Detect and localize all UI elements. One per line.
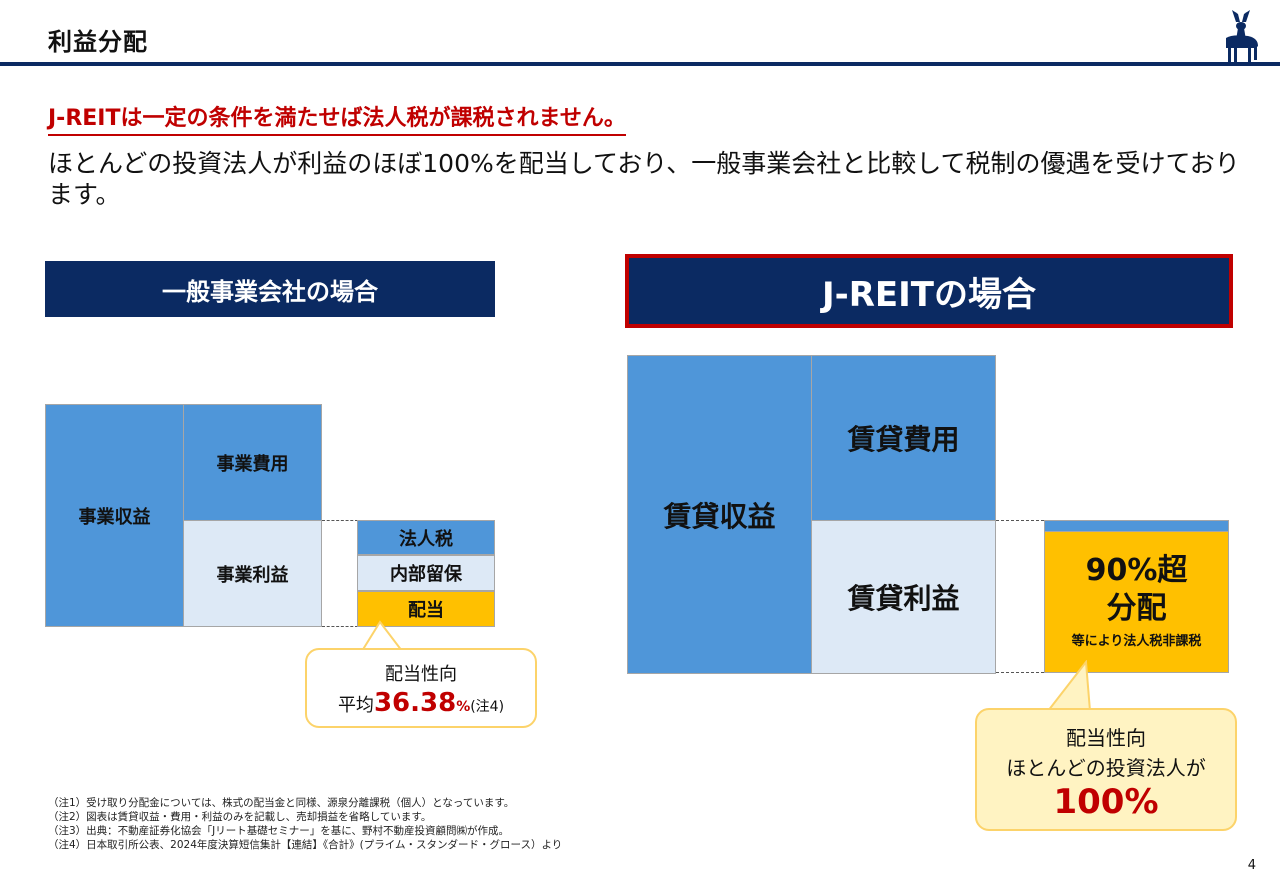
right-profit-block: 賃貸利益 bbox=[811, 520, 996, 674]
right-revenue-block: 賃貸収益 bbox=[627, 355, 812, 674]
footnotes: （注1）受け取り分配金については、株式の配当金と同様、源泉分離課税（個人）となっ… bbox=[48, 796, 562, 852]
right-dividend-sub: 分配 bbox=[1106, 591, 1167, 626]
left-callout-label: 配当性向 bbox=[385, 664, 457, 685]
right-dividend-block: 90%超 分配 等により法人税非課税 bbox=[1044, 531, 1229, 673]
footnote: （注3）出典：不動産証券化協会「Jリート基礎セミナー」を基に、野村不動産投資顧問… bbox=[48, 825, 509, 837]
footnote: （注4）日本取引所公表、2024年度決算短信集計【連結】《合計》(プライム・スタ… bbox=[48, 839, 563, 851]
left-retained-block: 内部留保 bbox=[357, 555, 495, 591]
right-dividend-note: 等により法人税非課税 bbox=[1071, 634, 1202, 649]
right-dash-bottom bbox=[996, 672, 1044, 673]
lead-text: ほとんどの投資法人が利益のほぼ100%を配当しており、一般事業会社と比較して税制… bbox=[48, 149, 1240, 209]
footnote: （注2）図表は賃貸収益・費用・利益のみを記載し、売却損益を省略しています。 bbox=[48, 811, 432, 823]
left-callout-note: (注4) bbox=[470, 699, 505, 715]
left-tax-block: 法人税 bbox=[357, 520, 495, 555]
footnote: （注1）受け取り分配金については、株式の配当金と同様、源泉分離課税（個人）となっ… bbox=[48, 797, 515, 809]
right-dash-top bbox=[996, 520, 1044, 521]
left-callout: 配当性向 平均36.38%(注4) bbox=[305, 648, 537, 728]
left-callout-value-row: 平均36.38%(注4) bbox=[307, 688, 535, 718]
right-callout-value: 100% bbox=[1053, 782, 1159, 822]
right-callout-line2: ほとんどの投資法人が bbox=[1006, 756, 1206, 780]
right-callout: 配当性向 ほとんどの投資法人が 100% bbox=[975, 708, 1237, 831]
title-rule bbox=[0, 62, 1280, 66]
right-callout-pointer bbox=[1047, 660, 1091, 712]
right-expense-block: 賃貸費用 bbox=[811, 355, 996, 521]
left-band-title: 一般事業会社の場合 bbox=[45, 261, 495, 317]
left-profit-block: 事業利益 bbox=[183, 520, 322, 627]
headline: J-REITは一定の条件を満たせば法人税が課税されません。 bbox=[48, 100, 626, 136]
left-revenue-block: 事業収益 bbox=[45, 404, 184, 627]
page-number: 4 bbox=[1247, 858, 1256, 873]
page-title: 利益分配 bbox=[48, 28, 148, 56]
deer-icon bbox=[1218, 10, 1262, 65]
left-callout-prefix: 平均 bbox=[337, 695, 374, 716]
right-dividend-main: 90%超 bbox=[1085, 553, 1188, 588]
left-dash-top bbox=[322, 520, 358, 521]
right-callout-label: 配当性向 bbox=[1066, 726, 1146, 750]
left-callout-unit: % bbox=[456, 699, 471, 715]
left-dash-bottom bbox=[322, 626, 358, 627]
left-callout-value: 36.38 bbox=[373, 688, 457, 718]
right-band-title: J-REITの場合 bbox=[625, 254, 1233, 328]
left-expense-block: 事業費用 bbox=[183, 404, 322, 521]
